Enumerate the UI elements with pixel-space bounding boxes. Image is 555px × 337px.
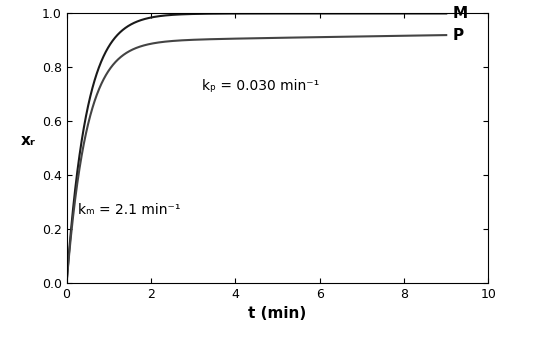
Text: kₘ = 2.1 min⁻¹: kₘ = 2.1 min⁻¹	[78, 203, 181, 217]
Text: M: M	[452, 6, 468, 21]
X-axis label: t (min): t (min)	[249, 306, 306, 321]
Text: kₚ = 0.030 min⁻¹: kₚ = 0.030 min⁻¹	[201, 79, 319, 93]
Text: P: P	[452, 28, 463, 42]
Y-axis label: xᵣ: xᵣ	[21, 133, 35, 148]
